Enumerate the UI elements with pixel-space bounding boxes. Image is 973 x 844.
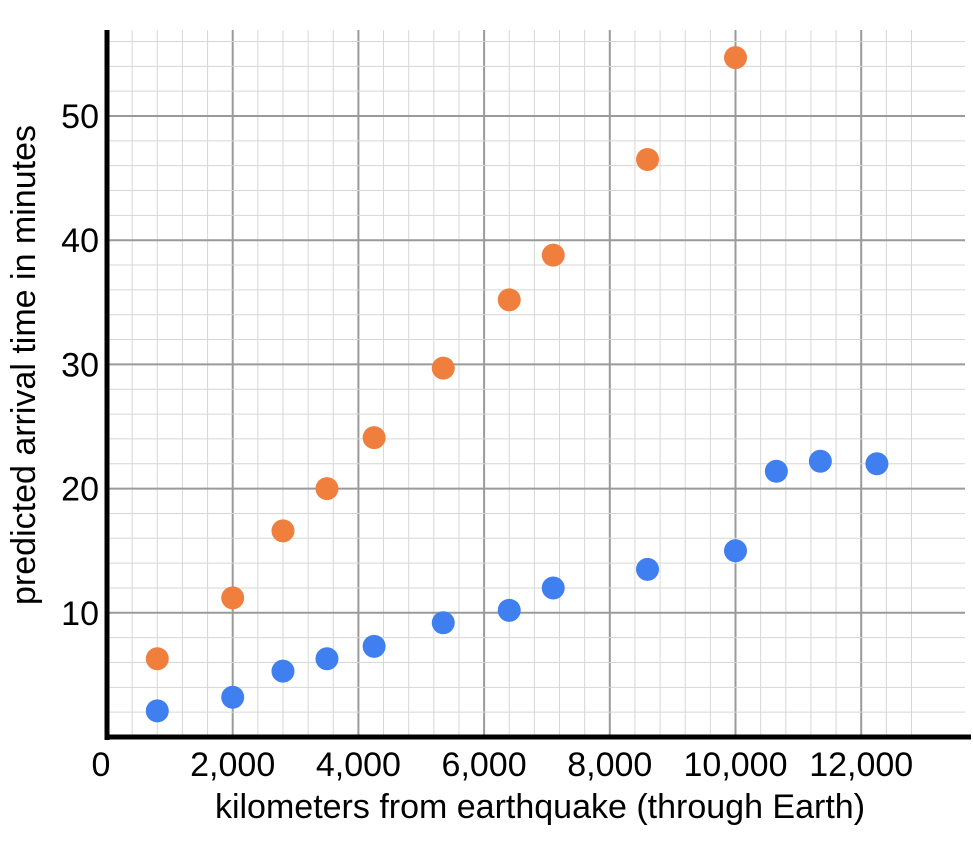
orange-data-point	[636, 147, 660, 171]
blue-data-point	[764, 459, 788, 483]
x-tick-label: 8,000	[567, 746, 652, 784]
blue-data-point	[362, 634, 386, 658]
blue-data-point	[221, 685, 245, 709]
y-tick-label: 30	[61, 346, 99, 384]
orange-data-point	[497, 288, 521, 312]
x-tick-labels: 0 2,000 4,000 6,000 8,000 10,000 12,000	[92, 746, 914, 784]
blue-data-point	[315, 647, 339, 671]
y-axis-title: predicted arrival time in minutes	[5, 125, 43, 605]
x-tick-label: 0	[92, 746, 111, 784]
x-tick-label: 10,000	[684, 746, 788, 784]
orange-data-point	[541, 243, 565, 267]
orange-data-point	[271, 519, 295, 543]
y-tick-labels: 10 20 30 40 50	[61, 98, 99, 633]
blue-data-point	[497, 598, 521, 622]
x-tick-label: 2,000	[190, 746, 275, 784]
orange-data-point	[724, 46, 747, 70]
blue-data-point	[145, 699, 169, 723]
grid	[106, 30, 965, 737]
blue-data-point	[808, 449, 832, 473]
orange-data-point	[145, 647, 169, 671]
data-points	[145, 46, 889, 723]
orange-data-point	[221, 586, 245, 610]
y-tick-label: 10	[61, 595, 99, 633]
blue-data-point	[724, 539, 747, 563]
axes	[104, 30, 971, 740]
blue-data-point	[431, 611, 455, 635]
orange-data-point	[431, 356, 455, 380]
blue-data-point	[636, 557, 660, 581]
blue-data-point	[271, 659, 295, 683]
blue-data-point	[541, 576, 565, 600]
x-axis-title: kilometers from earthquake (through Eart…	[215, 788, 865, 826]
orange-data-point	[315, 477, 339, 501]
orange-data-point	[362, 426, 386, 450]
blue-data-point	[865, 452, 889, 476]
x-tick-label: 6,000	[442, 746, 527, 784]
y-tick-label: 40	[61, 222, 99, 260]
y-tick-label: 20	[61, 471, 99, 509]
y-tick-label: 50	[61, 98, 99, 136]
x-tick-label: 12,000	[809, 746, 913, 784]
x-tick-label: 4,000	[316, 746, 401, 784]
